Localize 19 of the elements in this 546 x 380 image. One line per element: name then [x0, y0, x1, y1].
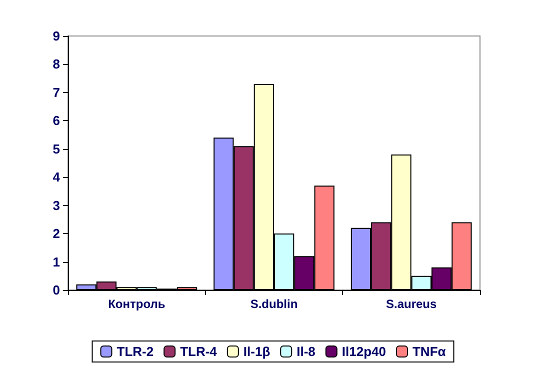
legend-label: TLR-2: [116, 344, 154, 359]
legend-label: TNFα: [412, 344, 446, 359]
x-tick-label: Контроль: [108, 297, 166, 311]
y-tick-label: 3: [52, 198, 60, 213]
x-tick-label: S.aureus: [386, 297, 437, 311]
legend-label: Il-8: [296, 344, 316, 359]
legend-label: Il-1β: [243, 344, 270, 359]
legend-label: Il12p40: [342, 344, 386, 359]
legend-label: TLR-4: [180, 344, 218, 359]
y-tick-label: 0: [52, 282, 60, 298]
y-tick-label: 9: [52, 28, 60, 44]
y-tick-label: 8: [52, 56, 60, 72]
y-tick-label: 6: [52, 113, 60, 128]
y-tick-label: 7: [52, 84, 60, 100]
y-tick-label: 2: [52, 226, 60, 242]
y-tick-label: 4: [52, 170, 61, 185]
y-tick-label: 1: [52, 254, 60, 270]
x-tick-label: S.dublin: [250, 297, 298, 311]
y-tick-label: 5: [52, 141, 60, 156]
